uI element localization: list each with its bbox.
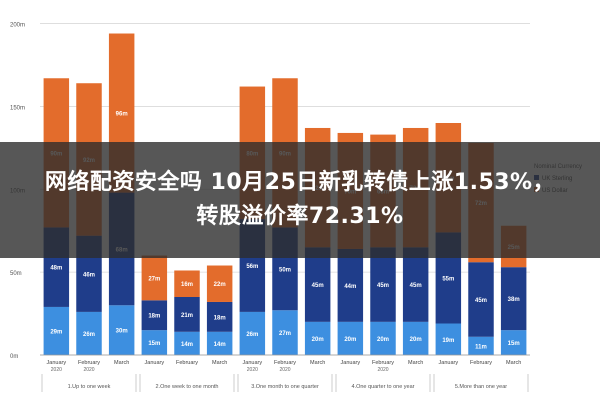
data-label: 18m [148, 314, 160, 320]
data-label: 27m [279, 331, 291, 337]
data-label: 26m [83, 332, 95, 338]
group-label: 3.One month to one quarter [251, 384, 319, 390]
data-label: 45m [312, 283, 324, 289]
x-tick-label: February [372, 360, 394, 366]
y-tick-label: 50m [10, 271, 22, 277]
y-tick-label: 200m [10, 23, 25, 29]
bar-segment [304, 247, 331, 322]
bar-segment [370, 321, 396, 355]
bar-segment [468, 262, 494, 337]
bar-segment [174, 297, 200, 332]
x-tick-label: January [341, 360, 361, 366]
bar-segment [402, 247, 429, 322]
data-label: 16m [181, 282, 193, 288]
bar-segment [141, 300, 168, 331]
data-label: 55m [442, 276, 454, 282]
data-label: 48m [50, 266, 62, 272]
data-label: 20m [344, 337, 356, 343]
bar-segment [435, 323, 462, 355]
bar-segment [239, 311, 266, 355]
y-tick-label: 0m [10, 354, 18, 360]
x-tick-label: March [506, 360, 521, 366]
bar-segment [141, 255, 168, 301]
data-label: 96m [116, 112, 128, 118]
bar-segment [206, 265, 233, 302]
data-label: 21m [181, 313, 193, 319]
group-label: 2.One week to one month [156, 384, 219, 390]
bar-segment [337, 248, 364, 322]
group-label: 1.Up to one week [68, 384, 111, 390]
data-label: 20m [312, 337, 324, 343]
data-label: 44m [344, 284, 356, 290]
x-tick-label: January [439, 360, 459, 366]
group-label: 5.More than one year [455, 384, 507, 390]
data-label: 22m [214, 282, 226, 288]
x-tick-label: February [470, 360, 492, 366]
data-label: 14m [214, 342, 226, 348]
data-label: 27m [148, 276, 160, 282]
x-tick-sublabel: 2020 [377, 367, 388, 373]
data-label: 29m [50, 329, 62, 335]
data-label: 15m [148, 341, 160, 347]
bar-segment [174, 270, 200, 297]
x-tick-sublabel: 2020 [279, 367, 290, 373]
x-tick-label: March [212, 360, 227, 366]
x-tick-label: January [243, 360, 263, 366]
x-tick-label: February [274, 360, 296, 366]
group-label: 4.One quarter to one year [352, 384, 415, 390]
y-tick-label: 150m [10, 105, 25, 111]
data-label: 15m [508, 341, 520, 347]
data-label: 46m [83, 272, 95, 278]
bar-segment [337, 321, 364, 355]
headline-line-2: 转股溢价率72.31% [196, 204, 404, 229]
x-tick-sublabel: 2020 [51, 367, 62, 373]
bar-segment [206, 331, 233, 355]
bar-segment [76, 311, 102, 355]
data-label: 45m [410, 283, 422, 289]
bar-segment [304, 321, 331, 355]
bar-segment [141, 330, 168, 355]
data-label: 50m [279, 267, 291, 273]
data-label: 14m [181, 342, 193, 348]
x-tick-label: March [408, 360, 423, 366]
bar-segment [500, 330, 527, 355]
data-label: 30m [116, 329, 128, 335]
x-tick-label: February [78, 360, 100, 366]
data-label: 45m [377, 283, 389, 289]
bar-segment [468, 336, 494, 355]
data-label: 26m [246, 332, 258, 338]
x-tick-label: January [47, 360, 67, 366]
x-tick-sublabel: 2020 [247, 367, 258, 373]
x-tick-label: January [145, 360, 165, 366]
data-label: 45m [475, 298, 487, 304]
bar-segment [174, 331, 200, 355]
headline-line-1: 网络配资安全吗 10月25日新乳转债上涨1.53%， [44, 170, 556, 195]
data-label: 38m [508, 297, 520, 303]
data-label: 20m [377, 337, 389, 343]
data-label: 20m [410, 337, 422, 343]
x-tick-sublabel: 2020 [83, 367, 94, 373]
headline-overlay: 网络配资安全吗 10月25日新乳转债上涨1.53%， 转股溢价率72.31% [0, 142, 600, 258]
bar-segment [43, 306, 70, 355]
x-tick-label: March [310, 360, 325, 366]
data-label: 11m [475, 344, 487, 350]
data-label: 18m [214, 315, 226, 321]
bar-segment [272, 310, 298, 355]
chart-axes: 0m50m100m150m200mJanuary2020February2020… [10, 23, 530, 392]
x-tick-label: February [176, 360, 198, 366]
bar-segment [108, 305, 135, 355]
bar-segment [370, 247, 396, 322]
x-tick-label: March [114, 360, 129, 366]
data-label: 56m [246, 264, 258, 270]
bar-segment [500, 267, 527, 331]
bar-segment [206, 301, 233, 332]
bar-segment [402, 321, 429, 355]
data-label: 19m [442, 338, 454, 344]
